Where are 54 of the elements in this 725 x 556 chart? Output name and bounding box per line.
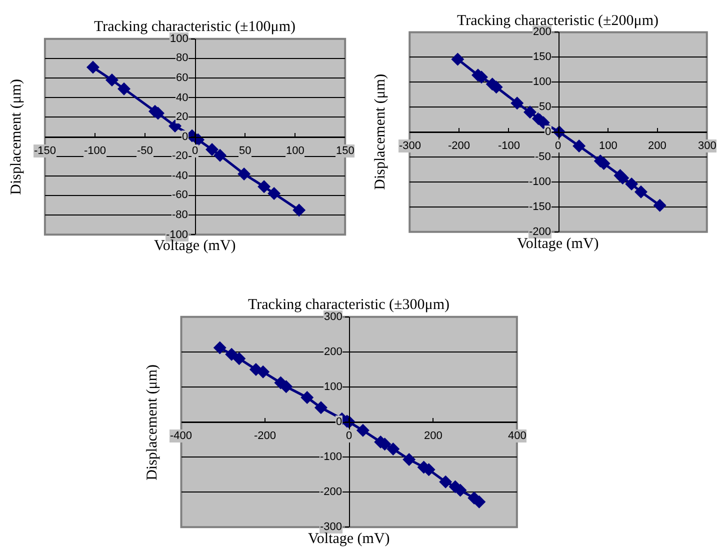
- y-axis-title: Displacement (μm): [372, 74, 389, 190]
- x-tick-label: 100: [599, 140, 618, 152]
- y-tick-label: 60: [176, 72, 188, 84]
- x-tick-label: -200: [448, 140, 470, 152]
- x-tick-label: 400: [508, 430, 526, 442]
- y-tick-label: 100: [324, 381, 342, 393]
- y-tick-label: -60: [172, 189, 188, 201]
- y-tick-label: -100: [166, 229, 188, 241]
- x-axis-title: Voltage (mV): [308, 531, 390, 547]
- x-tick-label: -100: [84, 145, 106, 157]
- x-tick-label: 200: [424, 430, 442, 442]
- y-tick-label: 80: [176, 52, 188, 64]
- x-tick-label: 100: [286, 145, 304, 157]
- x-tick-label: -200: [254, 430, 276, 442]
- x-tick-label: 0: [192, 145, 198, 157]
- chart-title: Tracking characteristic (±200μm): [457, 13, 658, 29]
- x-tick-label: -150: [34, 145, 56, 157]
- y-tick-label: -100: [529, 176, 552, 188]
- y-tick-label: 20: [176, 111, 188, 123]
- y-tick-label: 50: [539, 101, 552, 113]
- y-tick-label: -20: [172, 150, 188, 162]
- y-tick-label: 300: [324, 311, 342, 323]
- x-tick-label: 300: [698, 140, 716, 152]
- x-tick-label: 150: [336, 145, 354, 157]
- y-tick-label: -80: [172, 209, 188, 221]
- y-tick-label: -300: [320, 521, 342, 533]
- y-axis-title: Displacement (μm): [8, 78, 24, 195]
- x-tick-label: 0: [346, 430, 352, 442]
- y-tick-label: -40: [172, 170, 188, 182]
- y-tick-label: -200: [529, 226, 552, 238]
- x-axis-title: Voltage (mV): [517, 236, 599, 252]
- y-tick-label: 100: [170, 33, 188, 45]
- y-tick-label: -100: [320, 451, 342, 463]
- x-tick-label: -100: [498, 140, 520, 152]
- x-tick-label: 0: [555, 140, 562, 152]
- chart-title: Tracking characteristic (±100μm): [94, 19, 296, 35]
- x-tick-label: -300: [399, 140, 422, 152]
- y-tick-label: -200: [320, 486, 342, 498]
- x-tick-label: 50: [239, 145, 252, 157]
- chart-title: Tracking characteristic (±300μm): [248, 297, 450, 313]
- x-tick-label: -400: [170, 430, 192, 442]
- y-tick-label: 150: [533, 51, 552, 63]
- y-tick-label: 200: [324, 346, 342, 358]
- y-tick-label: 0: [545, 126, 552, 138]
- y-tick-label: -150: [529, 201, 552, 213]
- y-tick-label: 0: [182, 131, 188, 143]
- y-tick-label: 100: [533, 76, 552, 88]
- x-tick-label: 200: [648, 140, 666, 152]
- y-tick-label: 40: [176, 92, 188, 104]
- x-axis-title: Voltage (mV): [154, 238, 236, 254]
- y-tick-label: 0: [336, 416, 342, 428]
- y-tick-label: 200: [533, 26, 552, 38]
- y-axis-title: Displacement (μm): [144, 364, 160, 480]
- x-tick-label: -50: [137, 145, 153, 157]
